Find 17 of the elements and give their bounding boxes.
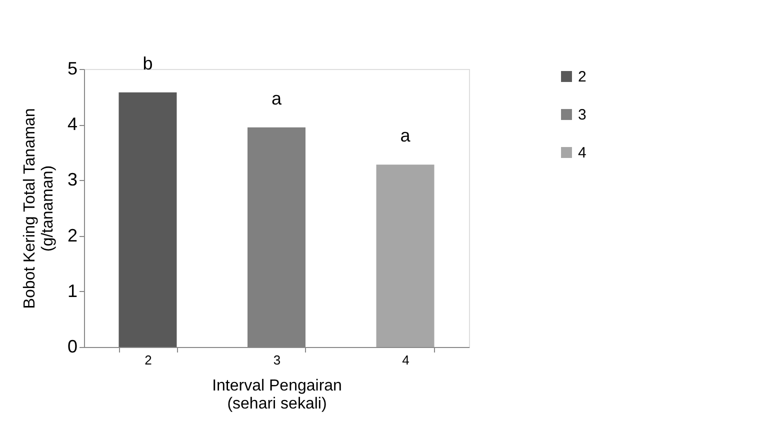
x-axis-title: Interval Pengairan (sehari sekali) bbox=[212, 378, 342, 412]
y-tick-label: 3 bbox=[67, 170, 78, 190]
y-tick-label: 5 bbox=[67, 58, 78, 78]
x-tick-label: 4 bbox=[402, 352, 410, 368]
legend-label: 2 bbox=[578, 68, 586, 86]
y-tick-label: 1 bbox=[67, 280, 78, 301]
x-tick-label: 3 bbox=[273, 352, 281, 368]
x-tick-label: 2 bbox=[144, 352, 152, 368]
y-tick-label: 2 bbox=[67, 225, 78, 246]
y-axis-title: Bobot Kering Total Tanaman (g/tanaman) bbox=[21, 108, 56, 309]
legend-label: 3 bbox=[578, 106, 586, 124]
annotation: a bbox=[400, 126, 412, 146]
y-tick-label: 4 bbox=[67, 114, 78, 134]
annotation: a bbox=[271, 88, 282, 108]
y-tick-label: 0 bbox=[67, 336, 78, 356]
legend-label: 4 bbox=[578, 144, 586, 162]
annotation: b bbox=[142, 53, 153, 74]
